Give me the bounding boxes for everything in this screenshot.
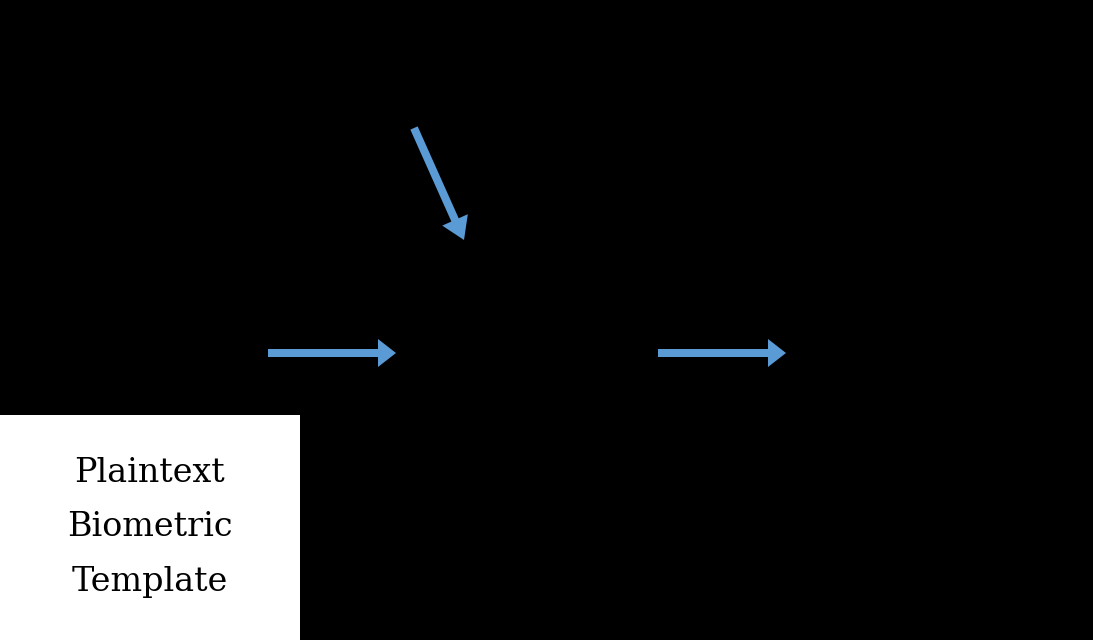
Text: Plaintext
Biometric
Template: Plaintext Biometric Template	[68, 456, 233, 598]
Bar	[0, 415, 299, 640]
FancyArrow shape	[658, 339, 786, 367]
FancyArrow shape	[268, 339, 396, 367]
FancyArrow shape	[410, 126, 468, 240]
